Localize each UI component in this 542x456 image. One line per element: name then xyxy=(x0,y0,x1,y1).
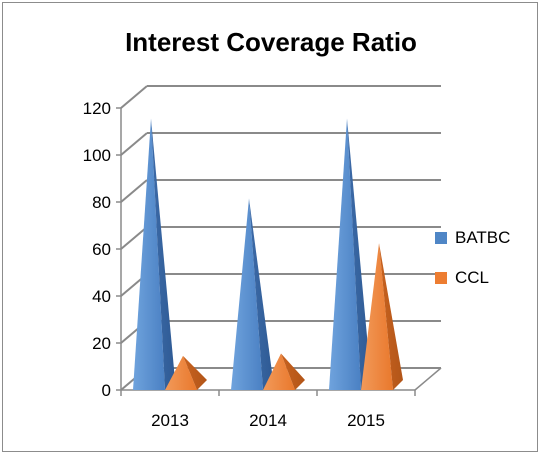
cone-side-face xyxy=(183,355,207,390)
cone-side-face xyxy=(379,243,403,390)
cone-batbc-2013 xyxy=(133,118,175,391)
y-tick-label-0: 0 xyxy=(102,381,111,400)
cone-batbc-2014 xyxy=(231,198,273,390)
x-tick-label-2014: 2014 xyxy=(249,411,287,430)
gridline-diag-120 xyxy=(120,85,148,109)
cone-front-face xyxy=(231,198,263,390)
y-tick-label-120: 120 xyxy=(83,99,111,118)
legend-item-ccl: CCL xyxy=(435,265,510,291)
cone-side-face xyxy=(249,198,273,390)
mark-layer xyxy=(133,118,403,391)
cone-side-face xyxy=(281,353,305,390)
cone-ccl-2015 xyxy=(361,243,403,390)
cone-front-face xyxy=(263,353,295,390)
legend-label-batbc: BATBC xyxy=(455,228,511,247)
legend-swatch-batbc xyxy=(435,232,447,244)
cone-front-face xyxy=(165,355,197,390)
cone-ccl-2014 xyxy=(263,353,305,390)
label-layer: 0 20 40 60 80 100 120 2013 2014 2015 xyxy=(83,99,385,430)
y-tick-label-60: 60 xyxy=(92,240,111,259)
y-tick-label-20: 20 xyxy=(92,334,111,353)
legend: BATBC CCL xyxy=(435,225,510,305)
grid-layer xyxy=(120,85,441,391)
cone-side-face xyxy=(151,118,175,391)
cone-front-face xyxy=(329,118,361,391)
y-tick-label-100: 100 xyxy=(83,146,111,165)
y-tick-label-80: 80 xyxy=(92,193,111,212)
chart-plot: 0 20 40 60 80 100 120 2013 2014 2015 xyxy=(83,85,442,430)
cone-batbc-2015 xyxy=(329,118,371,391)
chart-frame: Interest Coverage Ratio 0 20 40 60 80 100 120 2… xyxy=(2,2,538,452)
gridline-diag-80 xyxy=(120,179,148,203)
x-axis-depth-line xyxy=(414,367,442,391)
legend-item-batbc: BATBC xyxy=(435,225,510,251)
chart-title: Interest Coverage Ratio xyxy=(125,27,417,57)
x-tick-label-2015: 2015 xyxy=(347,411,385,430)
cone-front-face xyxy=(133,118,165,391)
legend-label-ccl: CCL xyxy=(455,268,490,287)
gridline-diag-100 xyxy=(120,132,148,156)
cone-side-face xyxy=(347,118,371,391)
cone-front-face xyxy=(361,243,393,390)
cone-ccl-2013 xyxy=(165,355,207,390)
gridline-diag-60 xyxy=(120,226,148,250)
y-tick-label-40: 40 xyxy=(92,287,111,306)
legend-swatch-ccl xyxy=(435,272,447,284)
x-tick-label-2013: 2013 xyxy=(151,411,189,430)
